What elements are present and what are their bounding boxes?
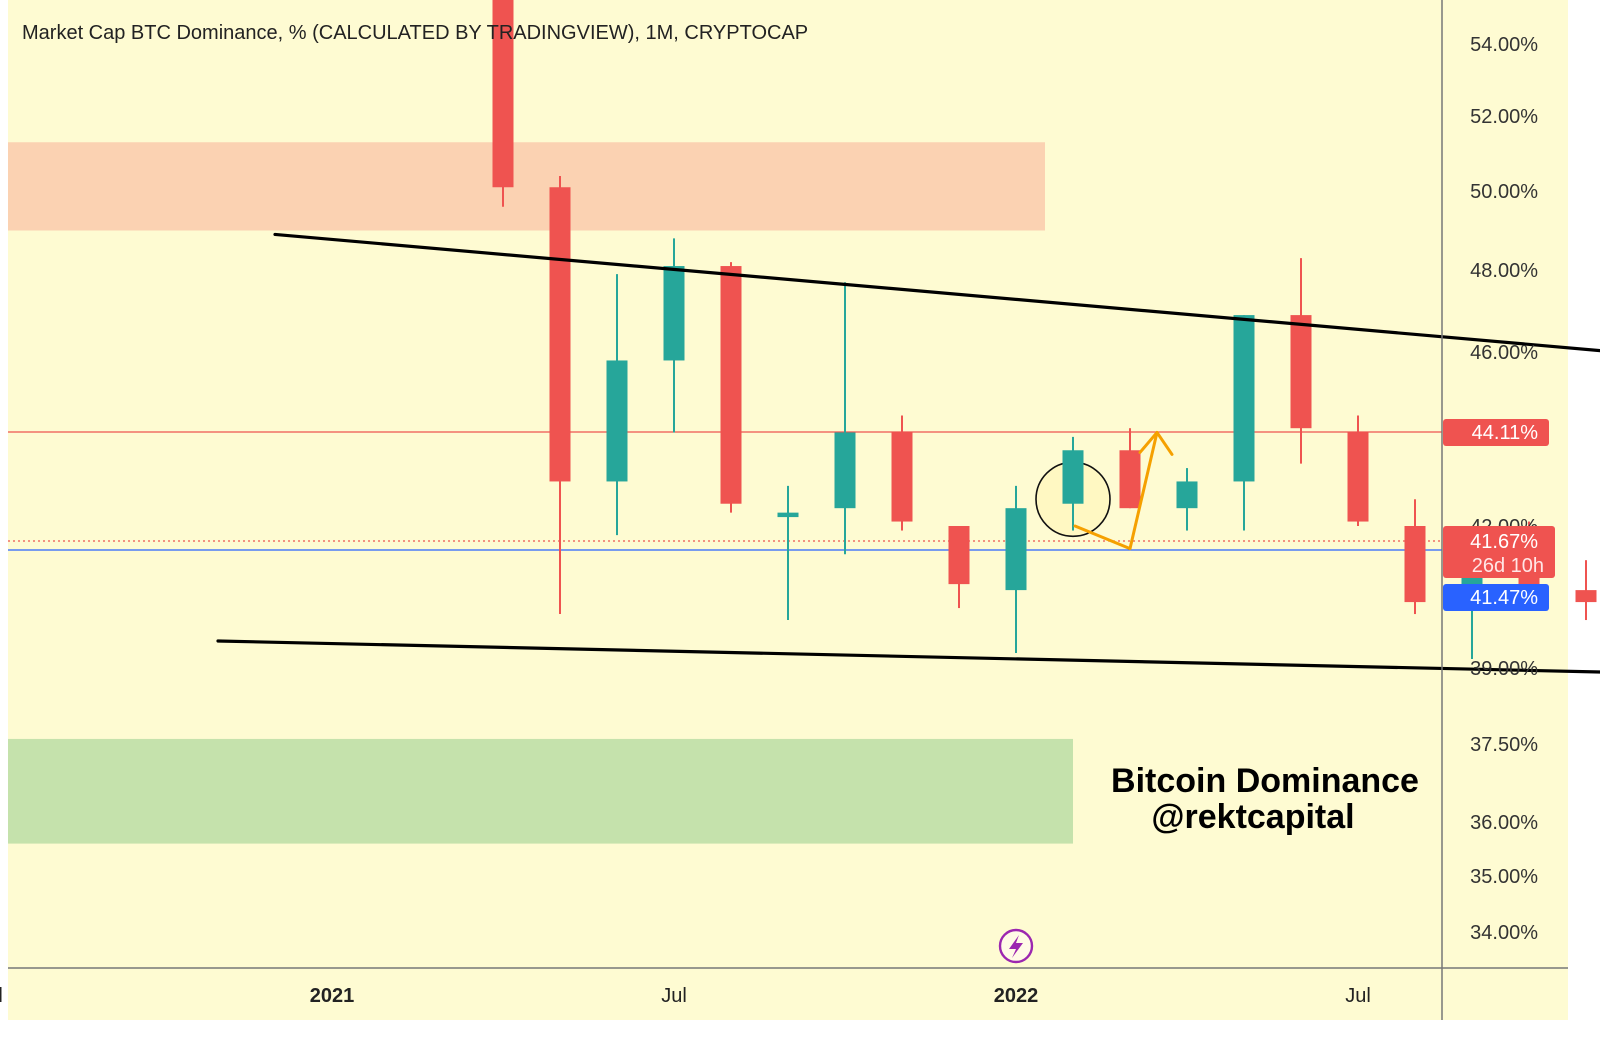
candle-body	[550, 187, 571, 481]
candle-body	[1120, 450, 1141, 508]
candle-body	[1234, 315, 1255, 481]
candle-body	[664, 266, 685, 360]
candle-body	[1405, 526, 1426, 602]
blue-level-label: 41.47%	[1470, 587, 1538, 609]
y-tick-label: 37.50%	[1470, 734, 1538, 756]
candle-body	[1006, 508, 1027, 590]
candle-body	[1291, 315, 1312, 428]
last-price-label: 41.67%	[1470, 531, 1538, 553]
x-tick-label: Jul	[661, 985, 687, 1007]
watermark-line1: Bitcoin Dominance	[1111, 762, 1419, 800]
lightning-icon[interactable]	[1000, 930, 1032, 962]
y-tick-label: 46.00%	[1470, 342, 1538, 364]
candle-body	[778, 513, 799, 517]
y-tick-label: 34.00%	[1470, 922, 1538, 944]
y-tick-label: 39.00%	[1470, 658, 1538, 680]
y-tick-label: 54.00%	[1470, 34, 1538, 56]
red-level-label: 44.11%	[1472, 422, 1539, 444]
candle	[892, 415, 913, 530]
watermark-line2: @rektcapital	[1151, 798, 1354, 836]
x-tick-label: Jul	[0, 985, 3, 1007]
resistance-zone	[8, 142, 1045, 230]
candle-body	[1348, 432, 1369, 521]
y-tick-label: 36.00%	[1470, 812, 1538, 834]
candle-body	[1576, 590, 1597, 602]
candle-body	[892, 432, 913, 521]
candle-body	[949, 526, 970, 584]
y-tick-label: 50.00%	[1470, 181, 1538, 203]
candle	[721, 262, 742, 513]
candle-body	[721, 266, 742, 504]
countdown-label: 26d 10h	[1472, 555, 1544, 577]
chart-title: Market Cap BTC Dominance, % (CALCULATED …	[22, 22, 808, 44]
y-tick-label: 48.00%	[1470, 260, 1538, 282]
candle-body	[1063, 450, 1084, 503]
candle-body	[607, 360, 628, 481]
support-zone	[8, 739, 1073, 844]
y-tick-label: 52.00%	[1470, 106, 1538, 128]
x-tick-label: 2021	[310, 985, 355, 1007]
y-tick-label: 35.00%	[1470, 866, 1538, 888]
candle-body	[835, 432, 856, 508]
x-tick-label: 2022	[994, 985, 1039, 1007]
candle-body	[1177, 481, 1198, 508]
x-tick-label: Jul	[1345, 985, 1371, 1007]
